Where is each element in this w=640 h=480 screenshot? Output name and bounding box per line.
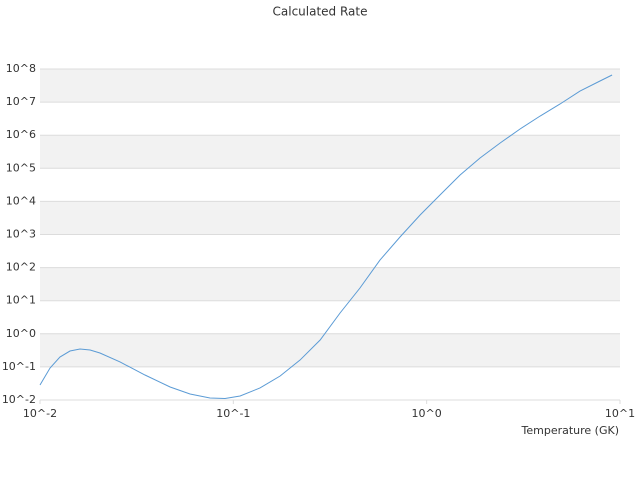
grid-band bbox=[40, 333, 620, 367]
y-tick-label: 10^1 bbox=[6, 294, 36, 307]
grid-band bbox=[40, 69, 620, 103]
grid-band bbox=[40, 135, 620, 169]
y-tick-label: 10^2 bbox=[6, 261, 36, 274]
x-axis-label: Temperature (GK) bbox=[521, 424, 620, 437]
y-tick-label: 10^-2 bbox=[2, 393, 36, 406]
x-tick-label: 10^-1 bbox=[216, 407, 250, 420]
grid-band bbox=[40, 267, 620, 301]
y-tick-label: 10^4 bbox=[6, 194, 36, 207]
x-tick-label: 10^0 bbox=[412, 407, 442, 420]
y-tick-label: 10^3 bbox=[6, 228, 36, 241]
bands bbox=[40, 69, 620, 367]
y-tick-label: 10^6 bbox=[6, 128, 36, 141]
line-series bbox=[39, 74, 613, 400]
y-tick-label: 10^5 bbox=[6, 161, 36, 174]
grid-band bbox=[40, 201, 620, 235]
y-tick-label: 10^-1 bbox=[2, 360, 36, 373]
y-tick-label: 10^7 bbox=[6, 95, 36, 108]
y-tick-label: 10^8 bbox=[6, 62, 36, 75]
y-tick-label: 10^0 bbox=[6, 327, 36, 340]
chart-title: Calculated Rate bbox=[273, 5, 368, 19]
x-tick-label: 10^-2 bbox=[23, 407, 57, 420]
x-tick-label: 10^1 bbox=[605, 407, 635, 420]
